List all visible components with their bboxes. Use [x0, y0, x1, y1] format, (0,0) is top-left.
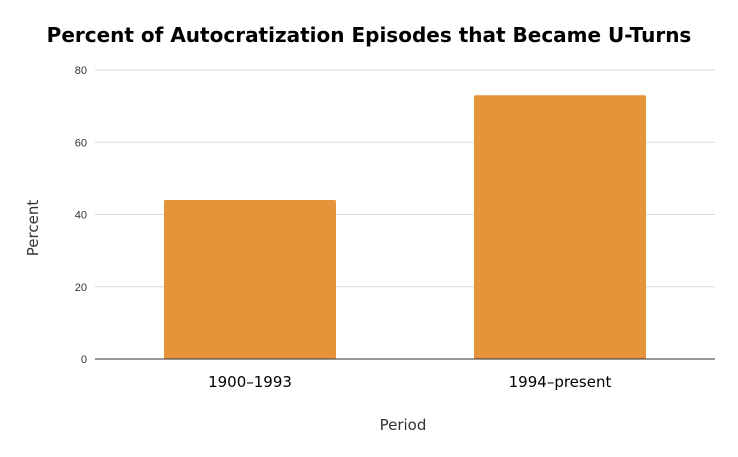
y-tick-label: 60 — [75, 137, 87, 149]
y-tick-label: 20 — [75, 282, 87, 294]
y-tick-label: 40 — [75, 210, 87, 222]
bar-1 — [164, 200, 336, 359]
y-tick-label: 0 — [81, 354, 87, 366]
bars — [164, 95, 646, 359]
x-tick-label: 1994–present — [509, 373, 612, 391]
x-axis-label: Period — [380, 416, 427, 434]
y-tick-labels: 0 20 40 60 80 — [75, 65, 87, 366]
bar-2 — [474, 95, 646, 359]
y-tick-label: 80 — [75, 65, 87, 77]
x-tick-labels: 1900–1993 1994–present — [208, 373, 611, 391]
chart-title: Percent of Autocratization Episodes that… — [47, 23, 692, 47]
y-axis-label: Percent — [24, 200, 42, 257]
x-tick-label: 1900–1993 — [208, 373, 292, 391]
